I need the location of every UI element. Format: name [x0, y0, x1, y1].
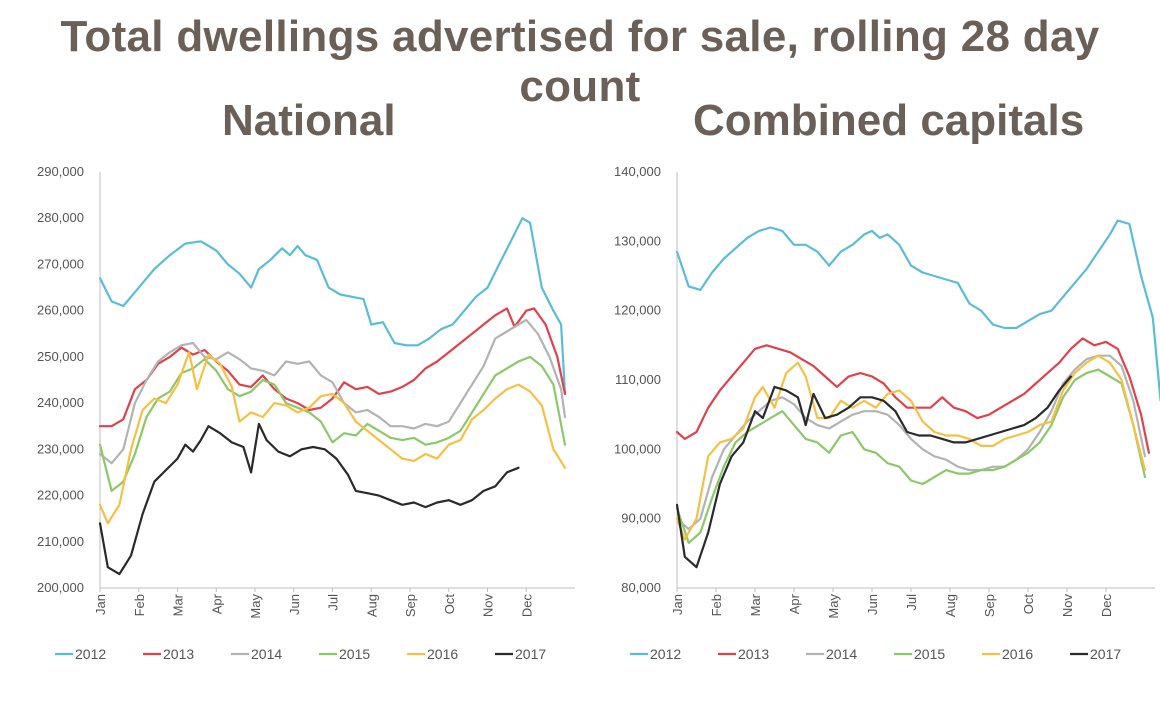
y-tick-label: 260,000: [37, 303, 84, 318]
x-tick-label: Aug: [364, 594, 379, 617]
legend-label-2013: 2013: [738, 646, 769, 662]
x-tick-label: Jul: [326, 594, 341, 611]
legend-label-2016: 2016: [1002, 646, 1033, 662]
series-line-2016: [98, 351, 567, 525]
x-tick-label: Sep: [403, 594, 418, 617]
x-tick-label: Mar: [171, 593, 186, 616]
legend-label-2017: 2017: [1090, 646, 1121, 662]
series-line-2013: [675, 337, 1150, 454]
x-tick-label: Sep: [982, 594, 997, 617]
series-line-2012: [98, 217, 567, 395]
combined-capitals-chart: 80,000 90,000 100,000 110,000 120,000 130,000…: [614, 164, 1160, 662]
y-tick-label: 210,000: [37, 534, 84, 549]
legend-label-2015: 2015: [339, 646, 370, 662]
legend-label-2012: 2012: [75, 646, 106, 662]
x-tick-label: May: [248, 594, 263, 619]
series-line-2016: [675, 354, 1147, 541]
legend-label-2014: 2014: [826, 646, 857, 662]
x-tick-label: Nov: [1060, 594, 1075, 618]
chart-main-title: Total dwellings advertised for sale, rol…: [60, 12, 1100, 111]
y-tick-label: 250,000: [37, 349, 84, 364]
x-tick-label: Aug: [943, 594, 958, 617]
series-line-2013: [98, 307, 567, 428]
x-tick-label: May: [826, 594, 841, 619]
series-line-2017: [675, 375, 1072, 569]
combined-capitals-panel: Combined capitals 80,000 90,000 100,000 110…: [580, 96, 1160, 704]
series-line-2015: [98, 355, 567, 492]
y-tick-label: 140,000: [614, 164, 661, 179]
y-tick-label: 90,000: [621, 511, 661, 526]
y-tick-label: 270,000: [37, 256, 84, 271]
x-tick-label: Dec: [519, 594, 534, 618]
legend-label-2016: 2016: [427, 646, 458, 662]
y-tick-label: 220,000: [37, 488, 84, 503]
x-tick-label: Jun: [865, 594, 880, 615]
y-tick-label: 240,000: [37, 395, 84, 410]
x-tick-label: Oct: [442, 594, 457, 615]
legend-label-2017: 2017: [515, 646, 546, 662]
national-chart: 200,000 210,000 220,000 230,000 240,000 250,0…: [37, 164, 575, 662]
series-line-2017: [98, 422, 520, 576]
y-tick-label: 200,000: [37, 580, 84, 595]
y-tick-label: 290,000: [37, 164, 84, 179]
y-tick-label: 80,000: [621, 580, 661, 595]
x-tick-label: Feb: [132, 594, 147, 616]
x-tick-label: Oct: [1021, 594, 1036, 615]
y-tick-label: 100,000: [614, 441, 661, 456]
x-tick-label: Feb: [709, 594, 724, 616]
y-tick-label: 130,000: [614, 233, 661, 248]
national-panel: National 200,000 210,000 220,000 230,000 240…: [0, 96, 580, 704]
legend-label-2013: 2013: [163, 646, 194, 662]
legend-label-2015: 2015: [914, 646, 945, 662]
x-tick-label: Nov: [481, 594, 496, 618]
x-tick-label: Mar: [748, 593, 763, 616]
x-tick-label: Apr: [209, 593, 224, 614]
series-line-2014: [675, 354, 1147, 531]
series-line-2014: [98, 318, 567, 465]
y-tick-label: 110,000: [615, 372, 661, 387]
x-tick-label: Dec: [1099, 594, 1114, 618]
x-tick-label: Jul: [904, 594, 919, 611]
panel-title-combined-capitals: Combined capitals: [693, 96, 1085, 145]
y-tick-label: 120,000: [614, 303, 661, 318]
series-line-2012: [675, 219, 1160, 402]
x-tick-label: Jan: [670, 594, 685, 615]
y-tick-label: 230,000: [37, 441, 84, 456]
legend-label-2014: 2014: [251, 646, 282, 662]
x-tick-label: Apr: [787, 593, 802, 614]
legend-label-2012: 2012: [650, 646, 681, 662]
x-tick-label: Jan: [93, 594, 108, 615]
x-tick-label: Jun: [287, 594, 302, 615]
y-tick-label: 280,000: [37, 210, 84, 225]
panel-title-national: National: [222, 96, 396, 145]
series-line-2015: [675, 368, 1147, 544]
